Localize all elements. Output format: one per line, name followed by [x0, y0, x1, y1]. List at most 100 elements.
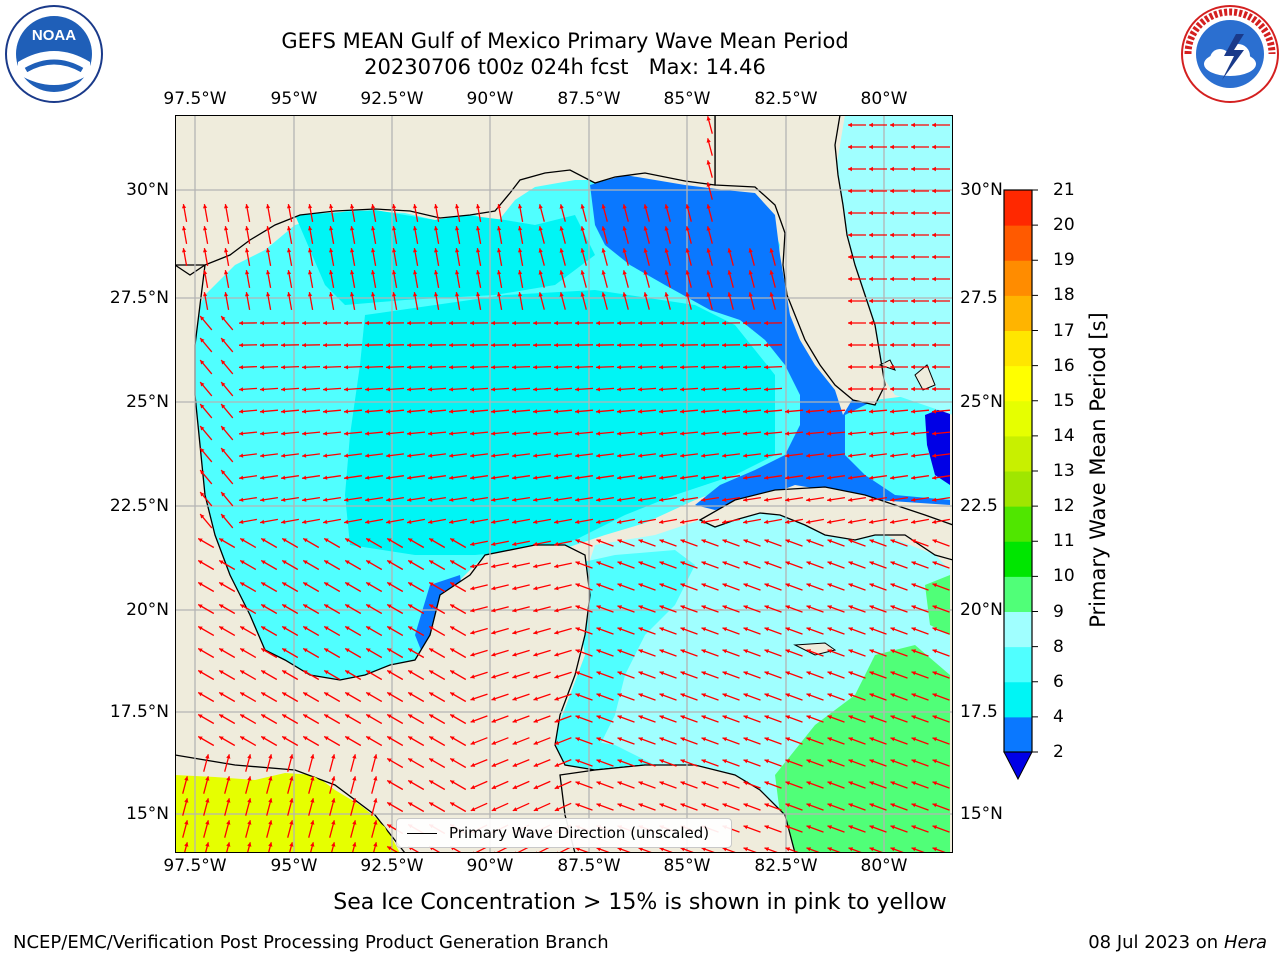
wave-direction-arrowhead: [408, 538, 413, 543]
wave-direction-arrowhead: [827, 671, 832, 676]
wave-direction-arrowhead: [764, 409, 769, 414]
wave-period-map: [175, 115, 953, 853]
wave-direction-arrowhead: [203, 204, 208, 209]
lat-tick-label: 15°N: [126, 804, 169, 824]
wave-direction-arrowhead: [365, 519, 370, 524]
wave-direction-arrowhead: [638, 737, 643, 742]
wave-direction-arrowhead: [455, 204, 460, 209]
wave-direction-arrowhead: [554, 586, 559, 591]
wave-direction-arrowhead: [722, 519, 727, 524]
wave-direction-arrowhead: [680, 519, 685, 524]
wave-direction-arrowhead: [224, 270, 229, 275]
wave-direction-arrowhead: [518, 270, 523, 275]
wave-direction-arrowhead: [869, 210, 873, 216]
wave-direction-arrowhead: [226, 820, 231, 825]
wave-direction-arrowhead: [198, 582, 203, 587]
wave-direction-arrowhead: [345, 626, 350, 631]
colorbar-tick-label: 18: [1053, 285, 1075, 306]
colorbar-segment: [1004, 190, 1032, 226]
wave-direction-arrowhead: [407, 343, 411, 348]
wave-direction-arrowhead: [743, 519, 748, 524]
wave-direction-arrowhead: [352, 842, 357, 847]
wave-direction-arrowhead: [911, 759, 916, 764]
wave-direction-arrowhead: [554, 564, 559, 569]
wave-direction-arrowhead: [408, 560, 413, 565]
wave-direction-arrowhead: [554, 365, 559, 370]
wave-direction-arrowhead: [407, 519, 412, 524]
colorbar: [1003, 189, 1038, 781]
wave-direction-arrowhead: [302, 343, 306, 348]
wave-direction-arrowhead: [407, 431, 412, 436]
wave-direction-arrowhead: [911, 715, 916, 720]
lon-tick-label: 80°W: [860, 856, 908, 876]
wave-direction-arrowhead: [345, 604, 350, 609]
wave-direction-arrowhead: [848, 188, 852, 194]
wave-direction-arrowhead: [869, 803, 874, 808]
footer-host: Hera: [1223, 932, 1267, 953]
caribbean-swell-green: [775, 645, 950, 853]
wave-direction-arrow: [515, 846, 530, 853]
wave-direction-arrowhead: [596, 453, 601, 458]
wave-direction-arrowhead: [743, 497, 748, 502]
wave-direction-arrowhead: [748, 292, 753, 297]
wave-direction-arrowhead: [497, 248, 502, 253]
wave-direction-arrowhead: [706, 248, 711, 253]
wave-direction-arrowhead: [198, 538, 203, 543]
wave-direction-arrowhead: [911, 497, 916, 502]
wave-direction-arrowhead: [932, 320, 936, 326]
wave-direction-arrowhead: [743, 343, 747, 348]
wave-direction-arrowhead: [764, 431, 769, 436]
wave-direction-arrowhead: [224, 248, 229, 253]
colorbar-segment: [1004, 400, 1032, 437]
wave-direction-arrowhead: [247, 776, 252, 781]
wave-direction-arrowhead: [601, 292, 606, 297]
wave-direction-arrowhead: [932, 276, 936, 282]
wave-direction-arrowhead: [701, 715, 706, 720]
colorbar-segment: [1004, 541, 1032, 577]
wave-direction-arrowhead: [476, 270, 481, 275]
wave-direction-arrowhead: [303, 560, 308, 565]
wave-direction-arrowhead: [476, 292, 481, 297]
wave-direction-arrowhead: [890, 519, 895, 524]
wave-direction-arrowhead: [643, 248, 648, 253]
wave-direction-arrowhead: [310, 754, 315, 759]
wave-direction-arrowhead: [869, 649, 874, 654]
nws-logo: [1181, 5, 1279, 103]
wave-direction-arrowhead: [722, 387, 727, 392]
wave-direction-arrowhead: [785, 759, 790, 764]
wave-direction-arrowhead: [722, 737, 727, 742]
wave-direction-arrowhead: [643, 204, 648, 209]
wave-direction-arrowhead: [890, 188, 894, 194]
wave-direction-arrowhead: [260, 320, 264, 326]
wave-direction-arrowhead: [680, 320, 684, 326]
wave-direction-arrowhead: [559, 248, 564, 253]
wave-direction-arrowhead: [848, 166, 852, 172]
wave-direction-arrowhead: [764, 759, 769, 764]
wave-direction-arrowhead: [512, 807, 518, 812]
wave-direction-arrowhead: [554, 497, 559, 502]
wave-direction-arrowhead: [701, 649, 706, 654]
wave-direction-arrowhead: [617, 409, 622, 414]
wave-direction-arrowhead: [869, 232, 873, 238]
wave-direction-arrowhead: [512, 365, 517, 370]
wave-direction-arrowhead: [706, 204, 711, 209]
map-gridlines: [175, 115, 953, 853]
wave-direction-arrowhead: [450, 780, 455, 785]
lon-tick-label: 97.5°W: [163, 89, 227, 109]
lat-tick-label: 22.5°N: [109, 496, 169, 516]
wave-direction-arrowhead: [365, 320, 369, 326]
wave-direction-arrowhead: [324, 560, 329, 565]
wave-direction-arrowhead: [533, 320, 537, 326]
wave-direction-arrowhead: [680, 431, 685, 436]
wave-direction-arrowhead: [450, 560, 455, 565]
wave-direction-arrowhead: [911, 693, 916, 698]
wave-direction-arrowhead: [932, 122, 936, 128]
wave-direction-arrowhead: [701, 803, 706, 808]
wave-direction-arrowhead: [785, 781, 790, 786]
wave-direction-arrowhead: [491, 475, 496, 480]
wave-direction-arrowhead: [387, 780, 392, 785]
wave-direction-arrowhead: [203, 248, 208, 253]
wave-direction-arrowhead: [680, 847, 685, 852]
wave-direction-arrowhead: [226, 798, 231, 803]
wave-direction-arrowhead: [344, 497, 349, 502]
